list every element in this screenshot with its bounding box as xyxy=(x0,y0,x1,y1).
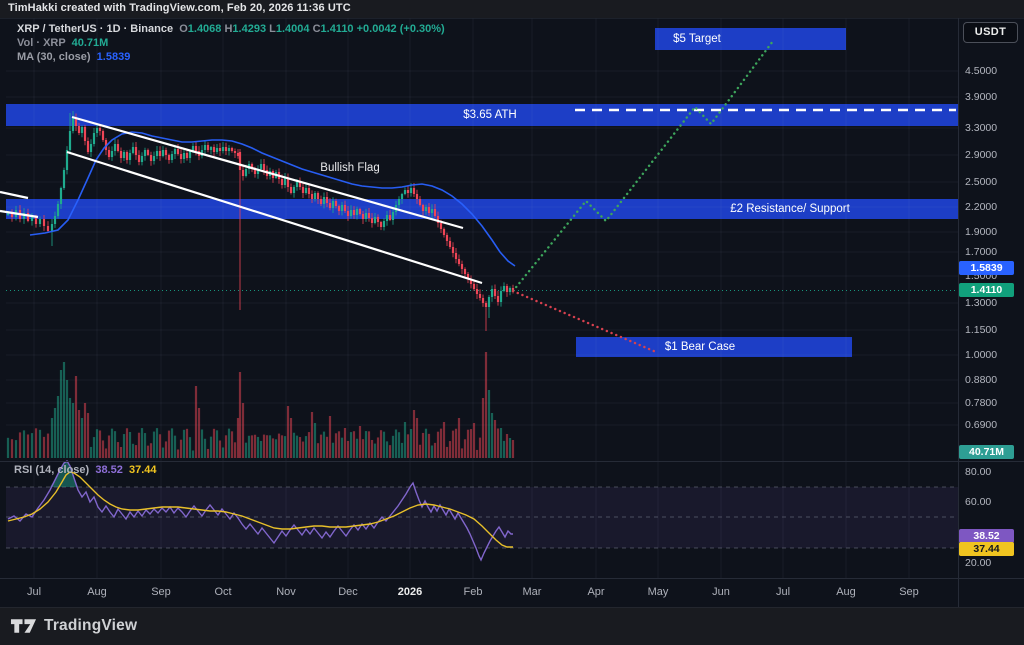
time-axis-label: 2026 xyxy=(397,586,423,598)
price-scale-label: 1.1500 xyxy=(965,324,998,336)
tradingview-logo-text: TradingView xyxy=(44,617,138,634)
price-scale-label: 3.3000 xyxy=(965,122,998,134)
price-scale-label: 2.9000 xyxy=(965,149,998,161)
legend-part: 1.4068 xyxy=(187,23,225,35)
price-scale-badge: 40.71M xyxy=(959,445,1014,459)
legend-part: · 1D · Binance xyxy=(96,23,180,35)
price-scale-label: 20.00 xyxy=(965,557,992,569)
time-axis-label: Apr xyxy=(587,586,605,598)
legend-part: L xyxy=(269,23,276,35)
price-scale-label: 1.3000 xyxy=(965,297,998,309)
five-dollar-target-annotation[interactable]: $5 Target xyxy=(655,28,846,50)
target-banner-label: $5 Target xyxy=(673,33,721,45)
time-axis-label: Sep xyxy=(151,586,171,598)
time-axis-label: Aug xyxy=(836,586,856,598)
time-axis-label: Feb xyxy=(463,586,483,598)
legend-part: 38.52 xyxy=(92,464,126,476)
price-scale-label: 0.7800 xyxy=(965,397,998,409)
price-scale-label: 0.8800 xyxy=(965,374,998,386)
price-scale-label: 60.00 xyxy=(965,496,992,508)
legend-part: RSI (14, close) xyxy=(14,464,93,476)
price-scale-badge: 1.4110 xyxy=(959,283,1014,297)
time-axis-label: Jun xyxy=(712,586,730,598)
price-scale-label: 1.0000 xyxy=(965,349,998,361)
time-axis-label: Jul xyxy=(26,586,42,598)
price-scale-label: 80.00 xyxy=(965,466,992,478)
price-scale-label: 2.5000 xyxy=(965,176,998,188)
legend-rsi-row[interactable]: RSI (14, close) 38.52 37.44 xyxy=(14,464,157,476)
legend-part: +0.0042 (+0.30%) xyxy=(356,23,445,35)
legend-part: O xyxy=(179,23,188,35)
currency-usdt-button[interactable]: USDT xyxy=(963,22,1018,43)
legend-volume-row[interactable]: Vol · XRP 40.71M xyxy=(17,37,108,49)
time-axis-label: Mar xyxy=(522,586,542,598)
legend-symbol-row[interactable]: XRP / TetherUS · 1D · Binance O1.4068 H1… xyxy=(17,23,445,35)
time-axis-label: Dec xyxy=(338,586,358,598)
legend-ma-row[interactable]: MA (30, close) 1.5839 xyxy=(17,51,130,63)
time-axis-label: Sep xyxy=(899,586,919,598)
legend-part: 1.4004 xyxy=(275,23,313,35)
price-scale-label: 1.9000 xyxy=(965,226,998,238)
legend-part: 1.4293 xyxy=(232,23,270,35)
attribution-text: TimHakki created with TradingView.com, F… xyxy=(8,2,351,14)
time-axis-label: Jul xyxy=(775,586,791,598)
price-scale-badge: 38.52 xyxy=(959,529,1014,543)
price-scale-label: 4.5000 xyxy=(965,65,998,77)
time-axis-label: Nov xyxy=(276,586,296,598)
price-scale-label: 3.9000 xyxy=(965,91,998,103)
legend-part: 1.5839 xyxy=(93,51,131,63)
bullish-flag-label: Bullish Flag xyxy=(320,162,380,174)
bear-banner-label: $1 Bear Case xyxy=(664,341,736,353)
resistance-band-label: £2 Resistance/ Support xyxy=(730,203,850,215)
legend-part: 1.4110 xyxy=(320,23,357,35)
tradingview-logo[interactable]: TradingView xyxy=(10,615,137,637)
legend-part: XRP / TetherUS xyxy=(17,23,97,35)
legend-part: 40.71M xyxy=(68,37,109,49)
legend-part: C xyxy=(312,23,321,35)
resistance-support-band-annotation[interactable]: £2 Resistance/ Support xyxy=(6,199,958,219)
time-axis-label: May xyxy=(647,586,669,598)
legend-part: H xyxy=(224,23,233,35)
price-scale-badge: 1.5839 xyxy=(959,261,1014,275)
ath-band-label: $3.65 ATH xyxy=(463,109,517,121)
price-scale-badge: 37.44 xyxy=(959,542,1014,556)
one-dollar-bear-case-annotation[interactable]: $1 Bear Case xyxy=(576,337,852,357)
top-strip xyxy=(0,0,1024,18)
price-scale-label: 1.7000 xyxy=(965,246,998,258)
price-scale-label: 2.2000 xyxy=(965,201,998,213)
legend-part: MA (30, close) xyxy=(17,51,94,63)
time-axis-label: Aug xyxy=(87,586,107,598)
price-scale-label: 0.6900 xyxy=(965,419,998,431)
footer-bar: TradingView xyxy=(0,607,1024,645)
time-axis-label: Oct xyxy=(214,586,232,598)
legend-part: Vol · XRP xyxy=(17,37,69,49)
legend-part: 37.44 xyxy=(125,464,157,476)
tradingview-logo-icon xyxy=(10,619,37,633)
